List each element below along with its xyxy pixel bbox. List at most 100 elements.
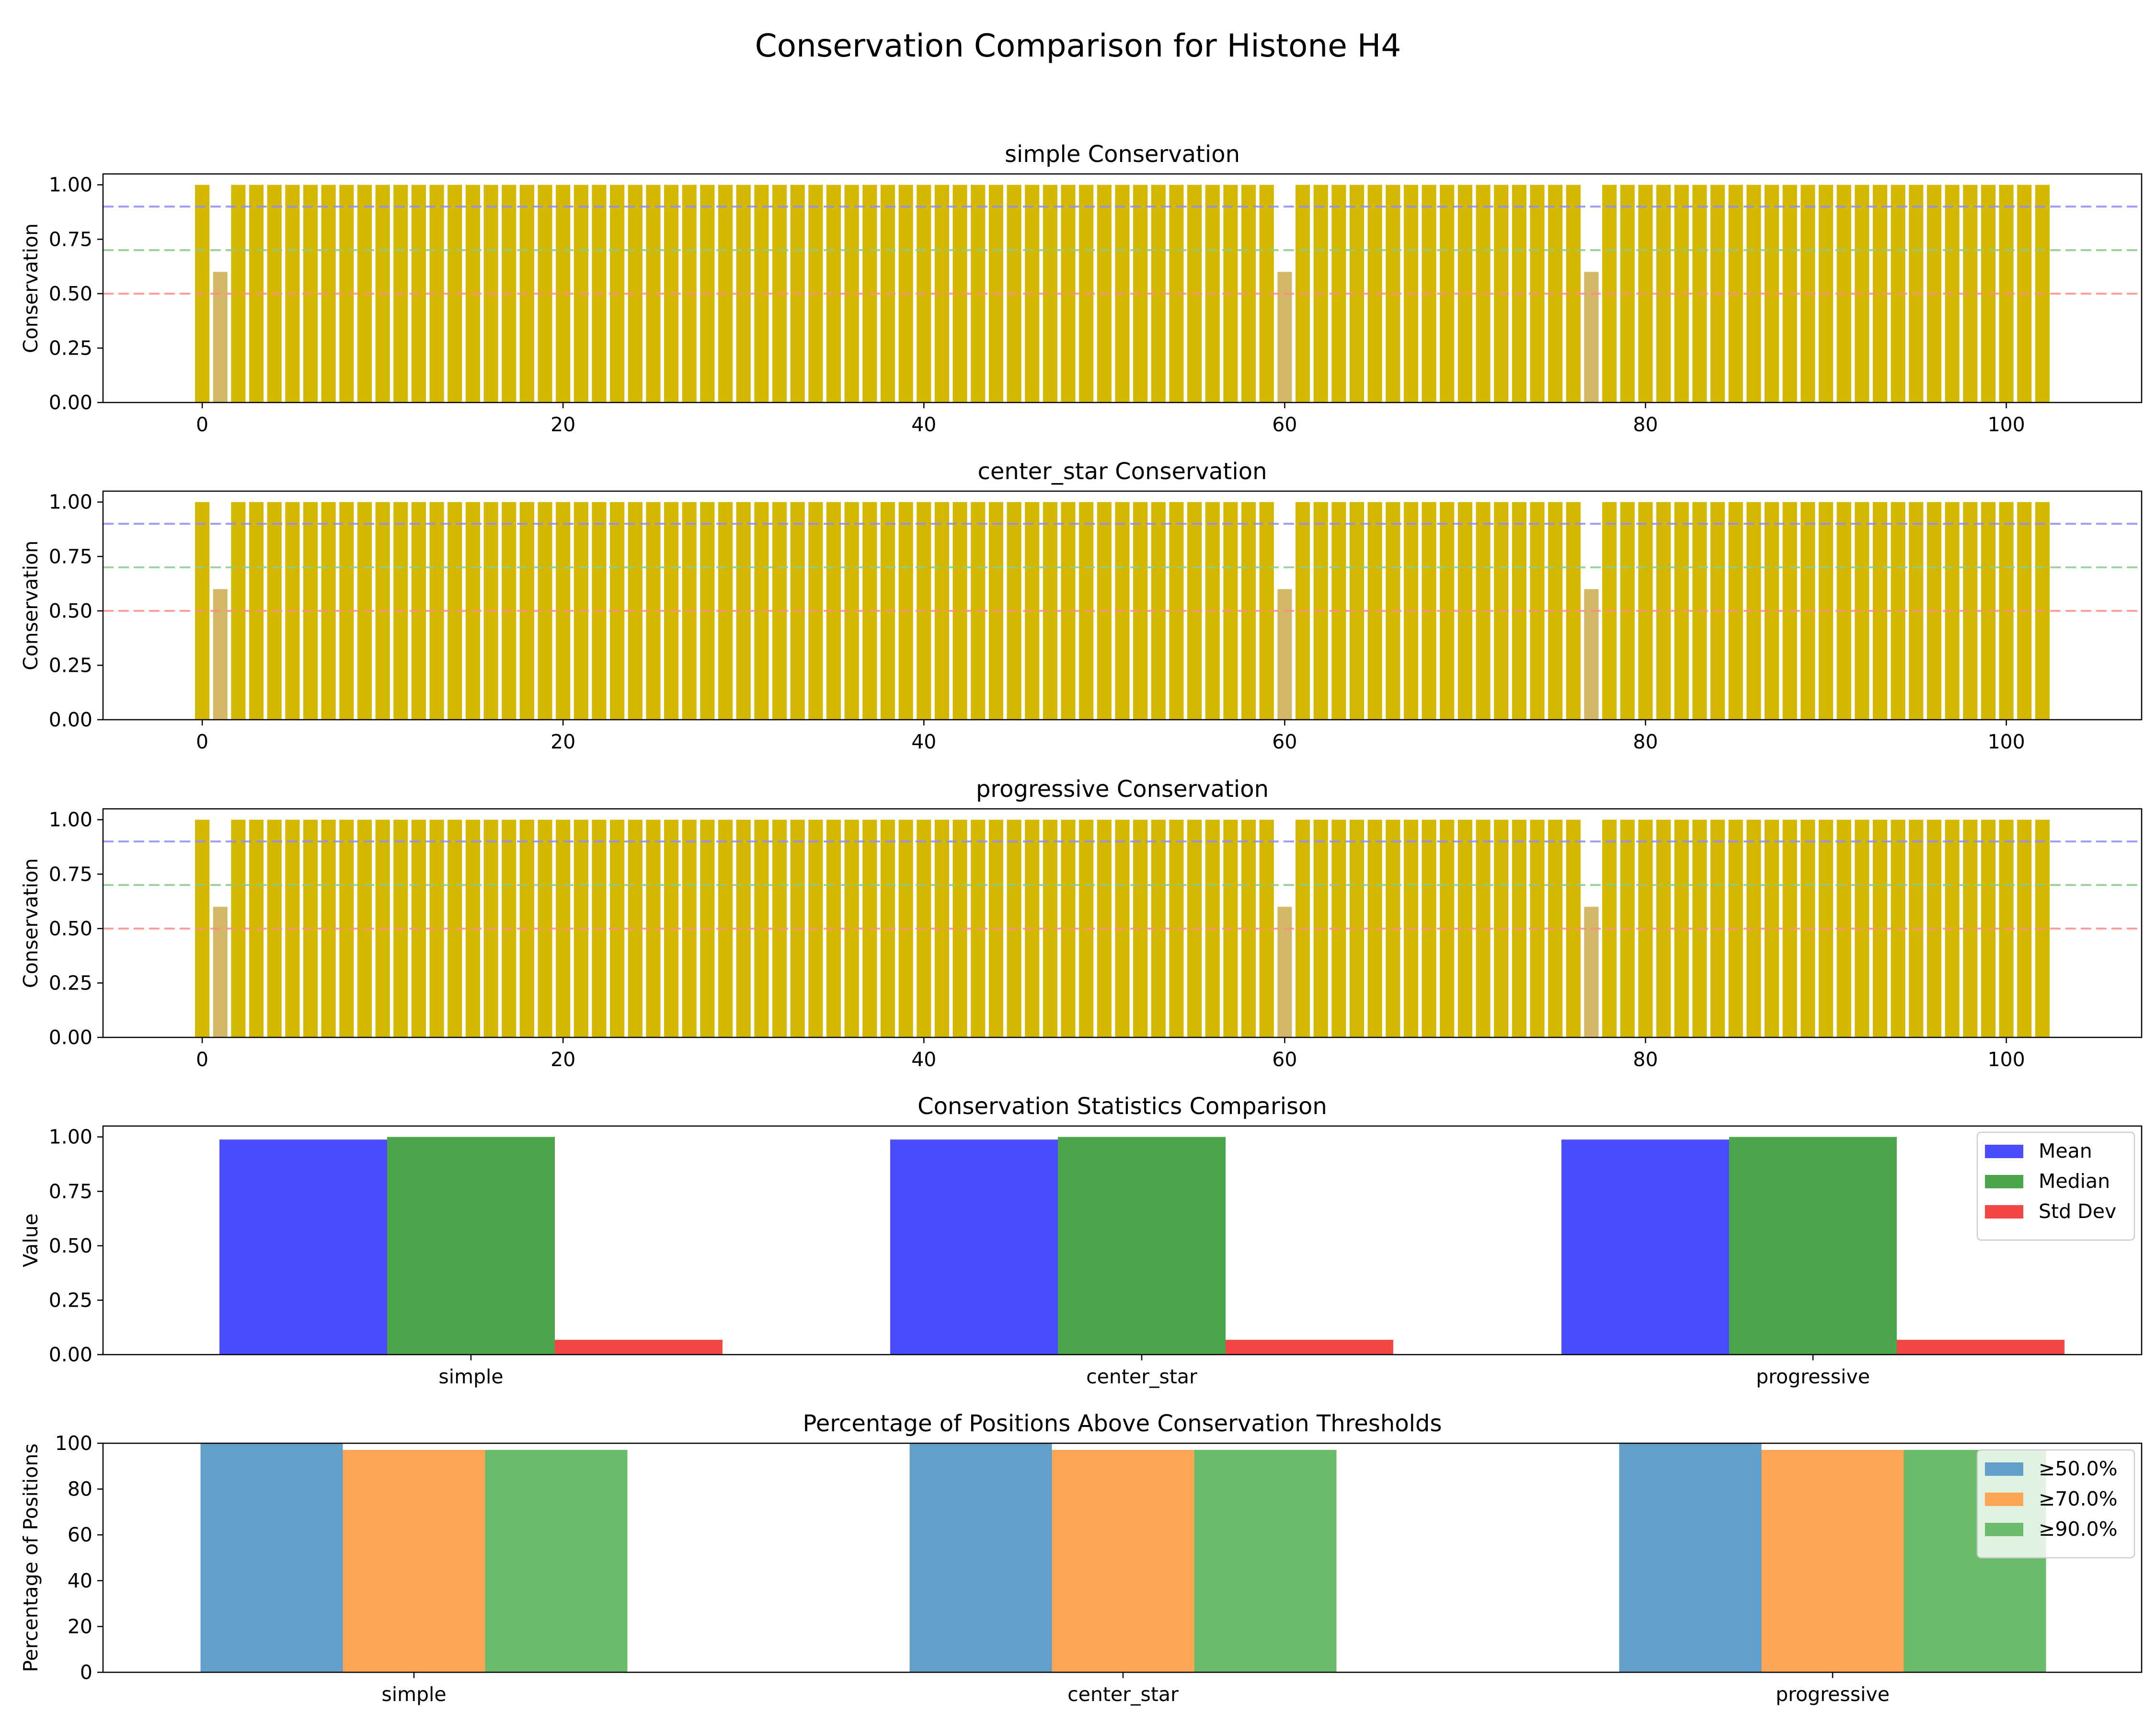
legend-label: Std Dev: [2039, 1200, 2116, 1223]
x-tick-label: 20: [550, 413, 575, 436]
x-tick-label: 60: [1272, 730, 1297, 753]
y-tick-label: 0.25: [49, 971, 92, 994]
legend-swatch: [1985, 1462, 2023, 1476]
y-axis-label: Value: [19, 1213, 42, 1267]
position-bar: [213, 907, 228, 1037]
y-tick-label: 0.25: [49, 1288, 92, 1311]
axes-frame: [102, 490, 2143, 721]
conservation-panel-0: 0 20 40 60 80 100 0.00 0.25 0.50 0.75 1.00 simple C…: [19, 141, 2143, 436]
stat-bar: [909, 1443, 1052, 1672]
y-tick-label: 0.00: [49, 1343, 92, 1366]
y-tick-label: 0.25: [49, 654, 92, 677]
x-tick-label: 20: [550, 1048, 575, 1071]
position-bar: [1277, 907, 1292, 1037]
grouped-panel-4: simple center_star progressive 0 20 40 60 80 100…: [19, 1410, 2143, 1706]
y-tick-label: 0.50: [49, 1234, 92, 1257]
axes-frame: [102, 173, 2143, 403]
y-tick-label: 0: [80, 1661, 92, 1684]
conservation-panel-2: 0 20 40 60 80 100 0.00 0.25 0.50 0.75 1.00 progress…: [19, 776, 2143, 1071]
x-tick-label: 20: [550, 730, 575, 753]
x-tick-label: 80: [1633, 413, 1658, 436]
stat-bar: [219, 1139, 387, 1355]
x-tick-label: 100: [1987, 1048, 2025, 1071]
legend-label: ≥50.0%: [2039, 1457, 2118, 1480]
legend-label: Mean: [2039, 1139, 2092, 1162]
y-tick-label: 0.75: [49, 545, 92, 568]
panel-title: Percentage of Positions Above Conservati…: [803, 1410, 1442, 1437]
legend-swatch: [1985, 1493, 2023, 1506]
legend: ≥50.0% ≥70.0% ≥90.0%: [1976, 1449, 2135, 1559]
panel-title: simple Conservation: [1005, 141, 1240, 168]
y-tick-label: 0.75: [49, 862, 92, 886]
grouped-panel-3: simple center_star progressive 0.00 0.25 0.50…: [19, 1093, 2143, 1388]
y-tick-label: 0.25: [49, 336, 92, 359]
legend: Mean Median Std Dev: [1976, 1131, 2135, 1241]
stat-bar: [1194, 1449, 1337, 1672]
position-bar: [213, 272, 228, 402]
y-tick-label: 20: [68, 1615, 92, 1638]
x-tick-label: 60: [1272, 1048, 1297, 1071]
position-bar: [1584, 907, 1599, 1037]
legend-label: Median: [2039, 1170, 2110, 1193]
x-tick-label: 100: [1987, 413, 2025, 436]
position-bar: [1277, 272, 1292, 402]
panel-title: progressive Conservation: [976, 776, 1269, 803]
legend-label: ≥70.0%: [2039, 1487, 2118, 1510]
legend-swatch: [1985, 1145, 2023, 1158]
panel-title: Conservation Statistics Comparison: [917, 1093, 1327, 1120]
x-tick-label: 0: [196, 413, 208, 436]
stat-bar: [1897, 1340, 2064, 1355]
y-tick-label: 1.00: [49, 1126, 92, 1149]
y-tick-label: 0.00: [49, 391, 92, 414]
y-tick-label: 100: [55, 1432, 92, 1455]
y-axis-label: Percentage of Positions: [19, 1443, 42, 1672]
panel-title: center_star Conservation: [977, 458, 1267, 485]
conservation-panel-1: 0 20 40 60 80 100 0.00 0.25 0.50 0.75 1.00 center_s…: [19, 458, 2143, 753]
figure-title: Conservation Comparison for Histone H4: [755, 27, 1401, 64]
stat-bar: [387, 1137, 555, 1355]
x-tick-label: progressive: [1756, 1365, 1870, 1388]
y-tick-label: 60: [68, 1523, 92, 1546]
axes-frame: [102, 808, 2143, 1038]
stat-bar: [1761, 1449, 1904, 1672]
x-tick-label: 40: [911, 413, 936, 436]
position-bar: [1584, 589, 1599, 720]
axes-frame: [102, 1125, 2143, 1356]
x-tick-label: center_star: [1086, 1365, 1197, 1388]
x-tick-label: 40: [911, 1048, 936, 1071]
stat-bar: [343, 1449, 485, 1672]
y-tick-label: 0.00: [49, 1026, 92, 1049]
stat-bar: [890, 1139, 1058, 1355]
y-tick-label: 0.50: [49, 599, 92, 622]
x-tick-label: 80: [1633, 1048, 1658, 1071]
stat-bar: [1561, 1139, 1729, 1355]
x-tick-label: 0: [196, 1048, 208, 1071]
y-tick-label: 0.75: [49, 1180, 92, 1203]
y-axis-label: Conservation: [19, 540, 42, 670]
x-tick-label: simple: [438, 1365, 503, 1388]
axes-frame: [102, 1442, 2143, 1673]
stat-bar: [555, 1340, 722, 1355]
legend-swatch: [1985, 1205, 2023, 1219]
legend-swatch: [1985, 1523, 2023, 1536]
position-bar: [213, 589, 228, 720]
x-tick-label: simple: [381, 1683, 446, 1706]
stat-bar: [1619, 1443, 1762, 1672]
y-axis-label: Conservation: [19, 223, 42, 353]
y-tick-label: 0.00: [49, 708, 92, 731]
legend-swatch: [1985, 1175, 2023, 1188]
y-tick-label: 0.50: [49, 917, 92, 940]
legend-label: ≥90.0%: [2039, 1518, 2118, 1541]
y-tick-label: 1.00: [49, 491, 92, 514]
stat-bar: [485, 1449, 628, 1672]
stat-bar: [1052, 1449, 1194, 1672]
y-tick-label: 80: [68, 1478, 92, 1501]
panels: 0 20 40 60 80 100 0.00 0.25 0.50 0.75 1.00 simple C…: [19, 141, 2143, 1706]
position-bar: [1584, 272, 1599, 402]
x-tick-label: 60: [1272, 413, 1297, 436]
stat-bar: [200, 1443, 343, 1672]
y-axis-label: Conservation: [19, 858, 42, 988]
x-tick-label: 80: [1633, 730, 1658, 753]
y-tick-label: 1.00: [49, 173, 92, 196]
